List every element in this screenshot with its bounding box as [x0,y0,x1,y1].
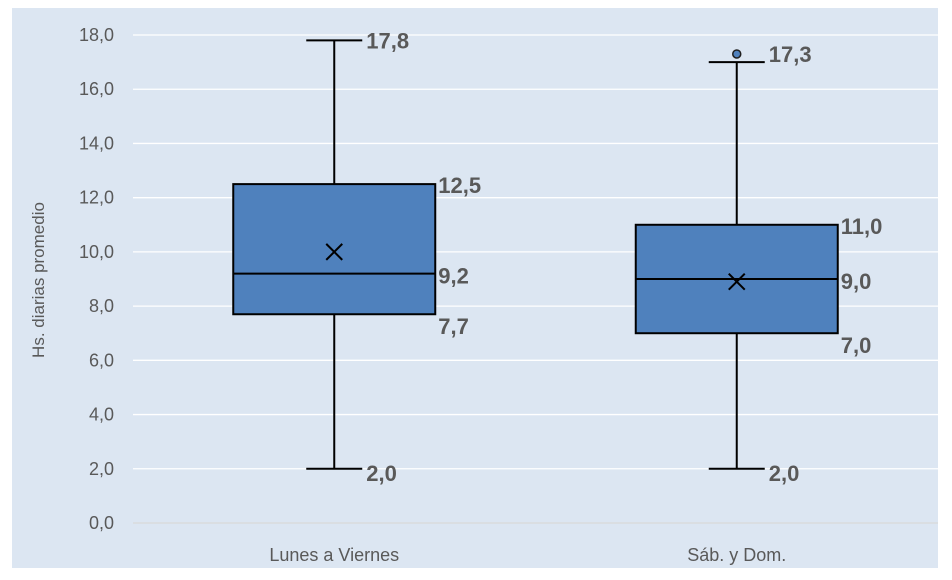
y-tick-label: 18,0 [79,25,114,45]
y-tick-label: 4,0 [89,405,114,425]
y-tick-label: 6,0 [89,350,114,370]
boxes: 17,8 12,5 9,2 7,7 2,0 17,3 11,0 9,0 7,0 2,0 [232,28,883,486]
box-group: 17,3 11,0 9,0 7,0 2,0 [634,42,883,486]
y-tick-label: 0,0 [89,513,114,533]
label-min: 2,0 [769,461,800,486]
box-group: 17,8 12,5 9,2 7,7 2,0 [232,28,481,486]
label-max: 17,3 [769,42,812,67]
x-axis-categories: Lunes a Viernes Sáb. y Dom. [269,545,786,565]
y-tick-label: 16,0 [79,79,114,99]
gridlines [133,34,938,524]
outlier-point [732,49,742,59]
label-q3: 12,5 [438,173,481,198]
y-tick-label: 8,0 [89,296,114,316]
y-tick-label: 14,0 [79,133,114,153]
y-tick-label: 2,0 [89,459,114,479]
label-min: 2,0 [366,461,397,486]
iqr-box [232,183,437,316]
label-median: 9,2 [438,264,469,289]
y-tick-label: 10,0 [79,242,114,262]
label-q1: 7,0 [841,333,872,358]
label-median: 9,0 [841,269,872,294]
label-q1: 7,7 [438,314,469,339]
y-axis-ticks: 0,0 2,0 4,0 6,0 8,0 10,0 12,0 14,0 16,0 18,0 [79,25,114,533]
label-max: 17,8 [366,28,409,53]
label-q3: 11,0 [841,214,883,239]
mean-marker [325,243,343,261]
x-category-label: Lunes a Viernes [269,545,399,565]
mean-marker [728,273,746,291]
y-axis-label: Hs. diarias promedio [29,202,48,358]
x-category-label: Sáb. y Dom. [687,545,786,565]
y-tick-label: 12,0 [79,188,114,208]
